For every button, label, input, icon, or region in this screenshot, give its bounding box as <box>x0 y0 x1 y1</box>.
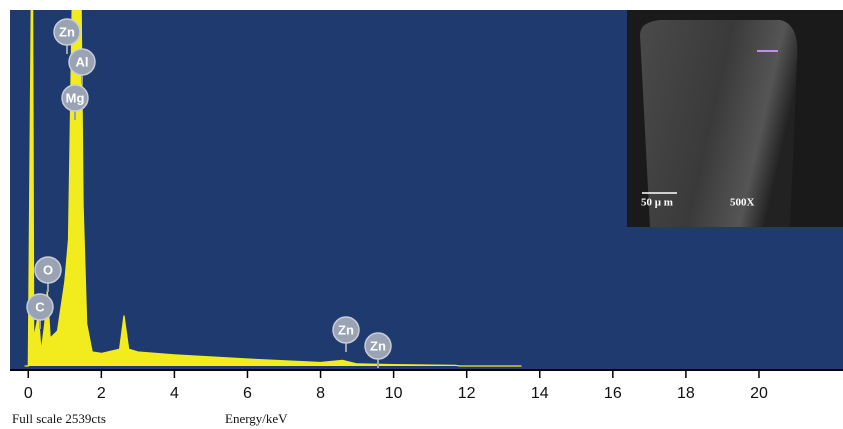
x-tick-label: 4 <box>170 385 179 402</box>
x-axis-label: Energy/keV <box>225 411 288 426</box>
annotation-label: Zn <box>370 338 386 353</box>
annotation-label: O <box>43 262 53 277</box>
annotation-label: C <box>35 299 45 314</box>
x-tick-label: 14 <box>531 385 549 402</box>
annotation-label: Zn <box>59 24 75 39</box>
x-tick-label: 18 <box>677 385 695 402</box>
inset-magnification: 500X <box>730 197 755 209</box>
x-tick-label: 8 <box>316 385 325 402</box>
x-tick-label: 10 <box>385 385 403 402</box>
x-tick-label: 12 <box>458 385 476 402</box>
inset-image: 50 μ m 500X <box>627 10 843 227</box>
x-tick-label: 20 <box>750 385 768 402</box>
x-tick-label: 6 <box>243 385 252 402</box>
inset-scale-label: 50 μ m <box>641 197 673 209</box>
annotation-label: Al <box>76 54 89 69</box>
x-tick-label: 0 <box>24 385 33 402</box>
footer-note: Full scale 2539cts <box>12 411 106 426</box>
chart: Full scale 2539cts Energy/keV 50 μ m 500… <box>0 0 843 429</box>
x-tick-label: 16 <box>604 385 622 402</box>
annotation-label: Mg <box>66 90 85 105</box>
x-tick-label: 2 <box>97 385 106 402</box>
annotation-label: Zn <box>338 322 354 337</box>
